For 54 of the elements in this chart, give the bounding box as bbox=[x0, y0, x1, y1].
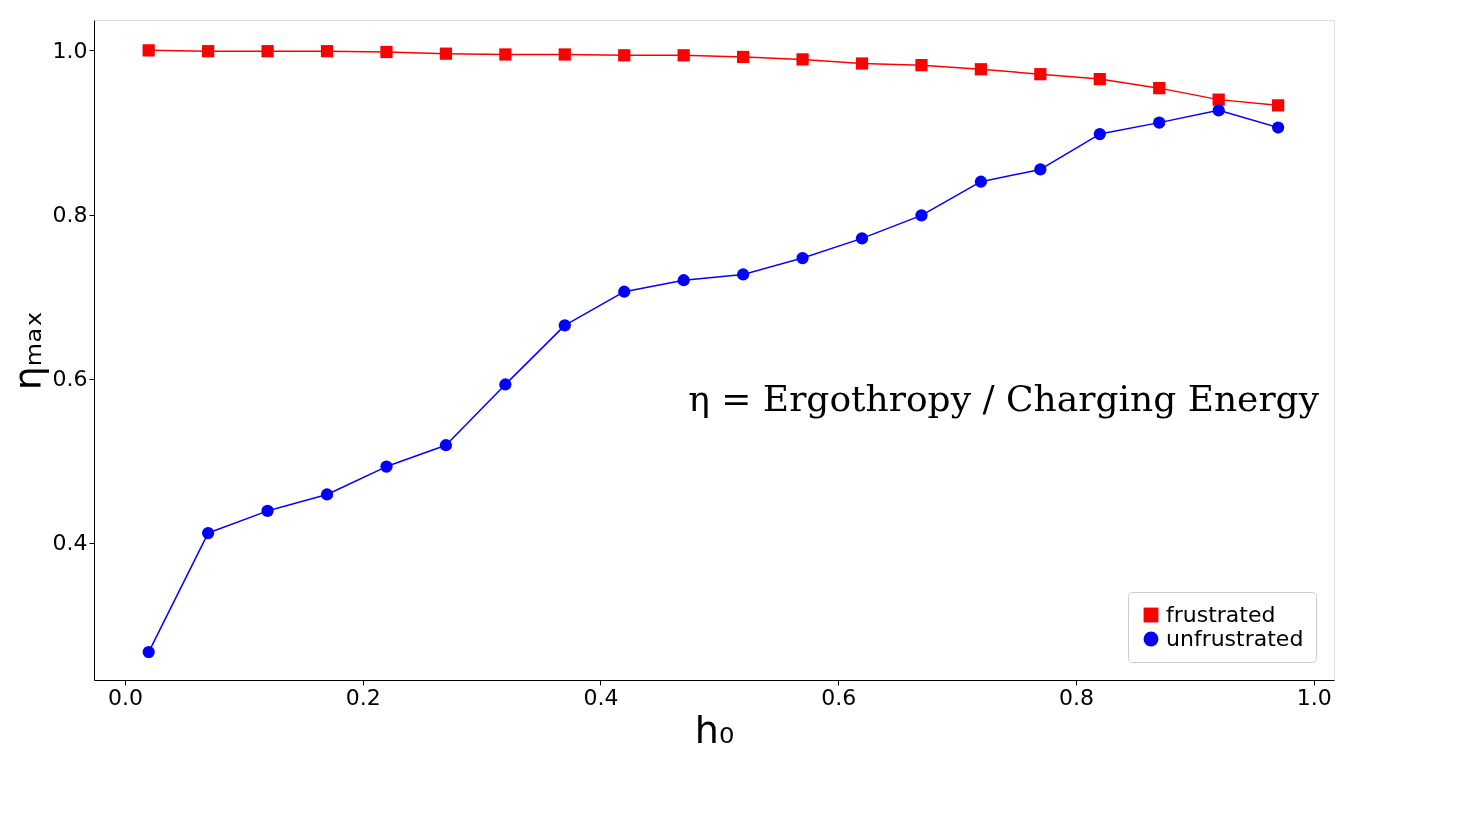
point bbox=[142, 645, 155, 659]
point bbox=[439, 47, 453, 60]
y-tick-label: 0.4 bbox=[52, 530, 88, 556]
point bbox=[618, 285, 631, 298]
x-tick-label: 0.8 bbox=[1059, 684, 1095, 710]
point bbox=[142, 44, 155, 57]
x-tick-label: 0.6 bbox=[821, 684, 857, 710]
point bbox=[558, 48, 571, 61]
point bbox=[677, 49, 690, 62]
point bbox=[1153, 116, 1166, 129]
point bbox=[202, 45, 215, 58]
y-axis-title: ηₘₐₓ bbox=[5, 310, 50, 391]
point bbox=[1153, 82, 1166, 95]
point bbox=[320, 45, 334, 58]
point bbox=[1093, 127, 1106, 141]
point bbox=[558, 319, 571, 332]
point bbox=[618, 49, 631, 62]
point bbox=[499, 378, 512, 391]
annotation: η = Ergothropy / Charging Energy bbox=[688, 378, 1320, 419]
x-tick-label: 0.2 bbox=[345, 684, 381, 710]
point bbox=[1212, 104, 1225, 117]
point bbox=[737, 50, 750, 64]
legend-label: unfrustrated bbox=[1166, 626, 1304, 651]
point bbox=[855, 57, 869, 70]
point bbox=[796, 53, 809, 66]
x-tick-label: 0.4 bbox=[583, 684, 619, 710]
point bbox=[974, 63, 988, 76]
point bbox=[737, 268, 750, 281]
point bbox=[1034, 163, 1047, 176]
point bbox=[974, 175, 988, 188]
point bbox=[380, 460, 393, 473]
point bbox=[796, 251, 809, 265]
point bbox=[439, 439, 453, 452]
point bbox=[261, 45, 274, 58]
point bbox=[1093, 72, 1106, 86]
y-tick-label: 1.0 bbox=[52, 37, 88, 63]
x-tick-label: 1.0 bbox=[1296, 684, 1332, 710]
point bbox=[1034, 68, 1047, 81]
point bbox=[380, 45, 393, 59]
point bbox=[915, 209, 928, 222]
x-tick-label: 0.0 bbox=[107, 684, 143, 710]
point bbox=[1272, 99, 1285, 112]
legend-label: frustrated bbox=[1166, 602, 1276, 627]
y-tick-label: 0.6 bbox=[52, 366, 88, 392]
point bbox=[915, 59, 928, 72]
point bbox=[320, 488, 334, 501]
point bbox=[1272, 121, 1285, 134]
point bbox=[202, 526, 215, 540]
point bbox=[677, 274, 690, 287]
point bbox=[499, 48, 512, 61]
point bbox=[855, 232, 869, 245]
y-tick-label: 0.8 bbox=[52, 202, 88, 228]
point bbox=[261, 504, 274, 518]
x-axis-title: h₀ bbox=[694, 707, 735, 752]
